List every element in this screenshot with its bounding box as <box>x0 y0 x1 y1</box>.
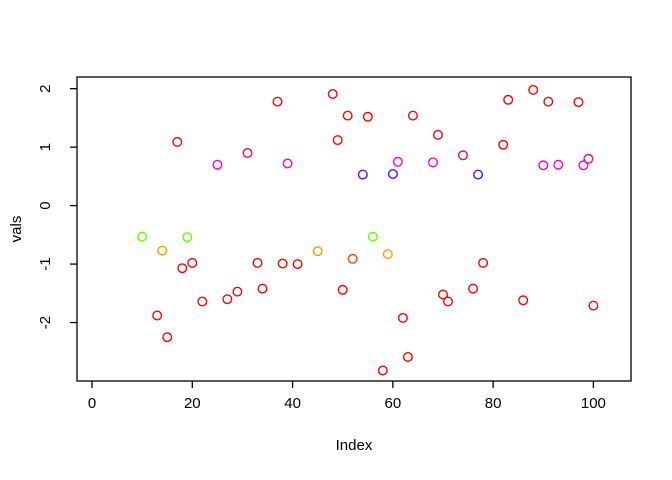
data-point <box>458 150 469 161</box>
data-point <box>498 139 509 150</box>
data-point <box>357 169 368 180</box>
data-point <box>578 160 589 171</box>
data-point <box>327 88 338 99</box>
data-point <box>282 158 293 169</box>
data-point <box>257 283 268 294</box>
data-point <box>377 365 388 376</box>
data-point <box>152 310 163 321</box>
data-point <box>428 157 439 168</box>
y-axis-tick-label: 2 <box>37 85 54 93</box>
data-point <box>162 332 173 343</box>
y-axis-title: vals <box>8 216 25 243</box>
data-point <box>157 245 168 256</box>
data-point <box>222 294 233 305</box>
data-point <box>443 296 454 307</box>
data-point <box>528 84 539 95</box>
data-point <box>433 129 444 140</box>
data-point <box>392 156 403 167</box>
plot-box <box>76 76 632 382</box>
y-axis-tick-label: -2 <box>37 316 54 329</box>
data-point <box>337 284 348 295</box>
data-point <box>402 352 413 363</box>
x-axis-tick-label: 40 <box>284 395 301 412</box>
data-point <box>177 263 188 274</box>
data-point <box>478 257 489 268</box>
y-axis-tick-label: 1 <box>37 143 54 151</box>
data-point <box>252 257 263 268</box>
x-axis-tick-label: 100 <box>581 395 606 412</box>
data-point <box>503 94 514 105</box>
data-point <box>277 258 288 269</box>
data-point <box>387 168 398 179</box>
data-point <box>242 147 253 158</box>
data-point <box>137 231 148 242</box>
data-point <box>272 96 283 107</box>
data-point <box>347 253 358 264</box>
x-axis-tick-label: 80 <box>485 395 502 412</box>
data-point <box>232 286 243 297</box>
data-point <box>543 96 554 107</box>
x-axis-tick-label: 20 <box>184 395 201 412</box>
data-point <box>182 232 193 243</box>
x-axis-title: Index <box>336 437 373 454</box>
data-point <box>197 296 208 307</box>
data-point <box>468 283 479 294</box>
data-point <box>332 135 343 146</box>
data-point <box>362 111 373 122</box>
data-point <box>397 312 408 323</box>
data-point <box>367 231 378 242</box>
data-point <box>292 259 303 270</box>
y-axis-tick-label: -1 <box>37 257 54 270</box>
data-point <box>438 289 449 300</box>
data-point <box>312 246 323 257</box>
data-point <box>407 110 418 121</box>
data-point <box>553 159 564 170</box>
data-point <box>518 295 529 306</box>
x-axis-tick-label: 60 <box>385 395 402 412</box>
data-point <box>473 169 484 180</box>
data-point <box>382 249 393 260</box>
data-point <box>573 97 584 108</box>
data-point <box>187 257 198 268</box>
y-axis-tick-label: 0 <box>37 201 54 209</box>
data-point <box>588 300 599 311</box>
data-point <box>212 159 223 170</box>
data-point <box>538 160 549 171</box>
data-point <box>583 153 594 164</box>
data-point <box>172 136 183 147</box>
x-axis-tick-label: 0 <box>88 395 96 412</box>
data-point <box>342 110 353 121</box>
